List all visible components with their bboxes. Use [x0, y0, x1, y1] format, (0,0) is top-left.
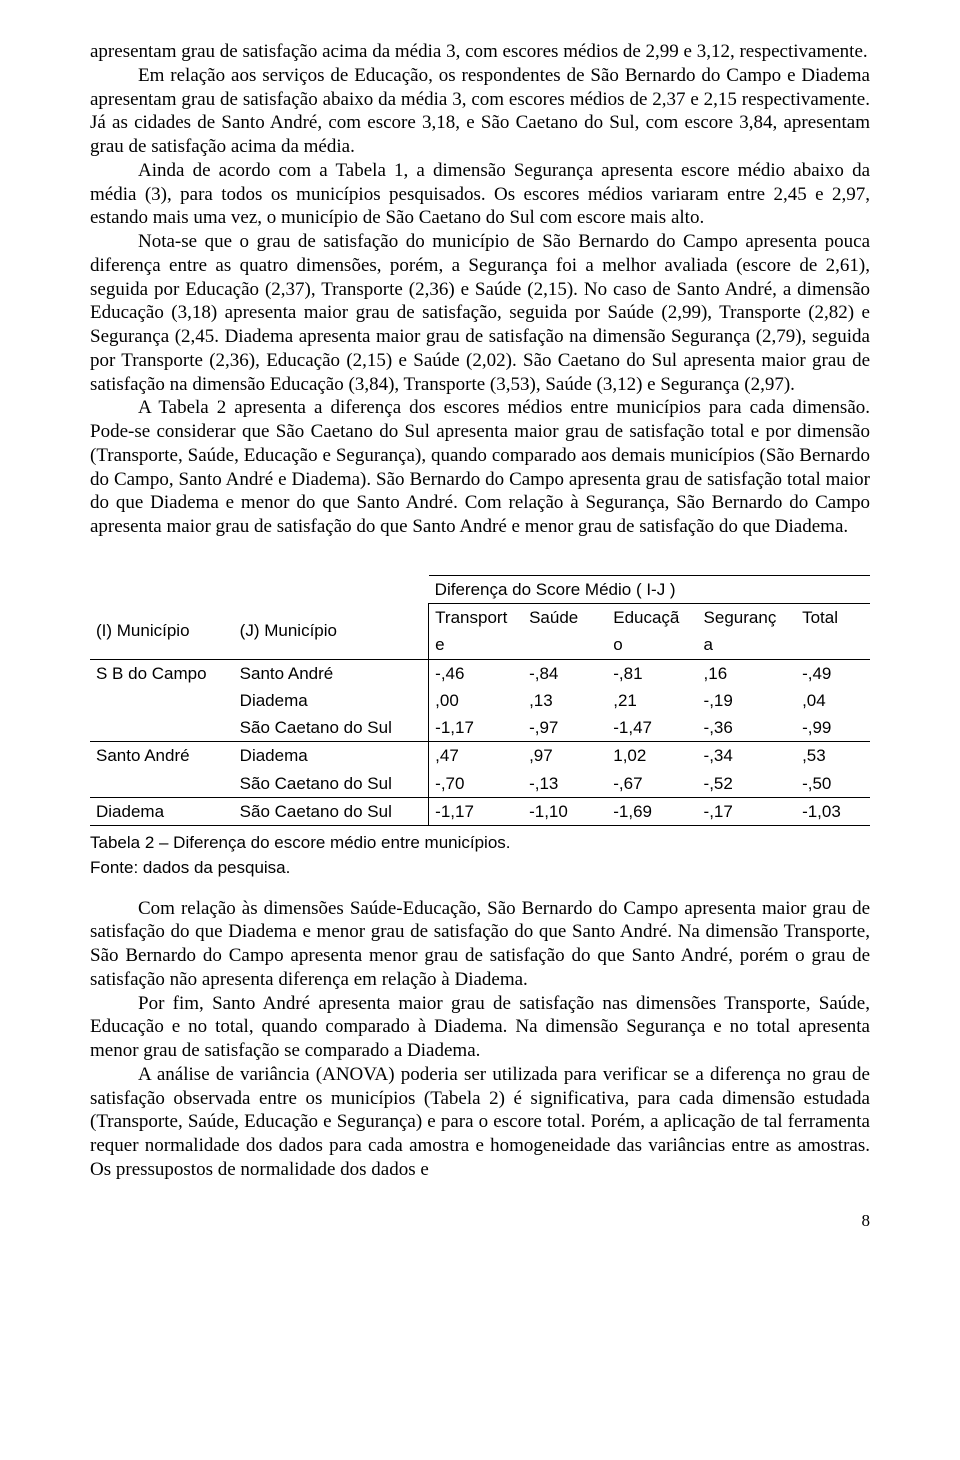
cell-value: -1,47: [607, 714, 697, 742]
cell-value: -,17: [698, 797, 797, 825]
cell-i: Diadema: [90, 797, 234, 825]
cell-value: ,21: [607, 687, 697, 714]
col-header-saude: Saúde: [523, 604, 607, 660]
cell-value: 1,02: [607, 742, 697, 770]
table-row: S B do Campo Santo André -,46 -,84 -,81 …: [90, 659, 870, 687]
cell-j: Diadema: [234, 687, 429, 714]
table-row: Diadema ,00 ,13 ,21 -,19 ,04: [90, 687, 870, 714]
cell-value: -,70: [429, 770, 523, 798]
cell-value: -,84: [523, 659, 607, 687]
cell-value: -,99: [796, 714, 870, 742]
table-row: São Caetano do Sul -,70 -,13 -,67 -,52 -…: [90, 770, 870, 798]
table-caption: Tabela 2 – Diferença do escore médio ent…: [90, 832, 870, 853]
paragraph-4: Nota-se que o grau de satisfação do muni…: [90, 230, 870, 396]
paragraph-5: A Tabela 2 apresenta a diferença dos esc…: [90, 396, 870, 539]
cell-value: -1,17: [429, 797, 523, 825]
paragraph-2: Em relação aos serviços de Educação, os …: [90, 64, 870, 159]
paragraph-6: Com relação às dimensões Saúde-Educação,…: [90, 897, 870, 992]
cell-i: Santo André: [90, 742, 234, 770]
cell-value: -,67: [607, 770, 697, 798]
page-number: 8: [90, 1210, 870, 1231]
table-row: São Caetano do Sul -1,17 -,97 -1,47 -,36…: [90, 714, 870, 742]
cell-value: ,97: [523, 742, 607, 770]
col-header-seguranca-2: a: [698, 631, 797, 659]
paragraph-1: apresentam grau de satisfação acima da m…: [90, 40, 870, 64]
paragraph-7: Por fim, Santo André apresenta maior gra…: [90, 992, 870, 1063]
col-header-transporte-1: Transport: [429, 604, 523, 632]
cell-value: ,16: [698, 659, 797, 687]
col-header-total: Total: [796, 604, 870, 660]
col-header-transporte-2: e: [429, 631, 523, 659]
cell-j: São Caetano do Sul: [234, 797, 429, 825]
cell-value: -,49: [796, 659, 870, 687]
cell-value: -,34: [698, 742, 797, 770]
cell-j: Diadema: [234, 742, 429, 770]
cell-value: -,52: [698, 770, 797, 798]
cell-i: S B do Campo: [90, 659, 234, 687]
cell-value: ,00: [429, 687, 523, 714]
cell-value: ,53: [796, 742, 870, 770]
cell-value: -1,69: [607, 797, 697, 825]
cell-value: -,97: [523, 714, 607, 742]
col-header-seguranca-1: Seguranç: [698, 604, 797, 632]
table-row: Santo André Diadema ,47 ,97 1,02 -,34 ,5…: [90, 742, 870, 770]
cell-i: [90, 687, 234, 714]
cell-value: -1,10: [523, 797, 607, 825]
cell-value: -1,03: [796, 797, 870, 825]
cell-value: -,50: [796, 770, 870, 798]
cell-j: São Caetano do Sul: [234, 714, 429, 742]
cell-j: São Caetano do Sul: [234, 770, 429, 798]
cell-value: -1,17: [429, 714, 523, 742]
cell-i: [90, 770, 234, 798]
col-header-i: (I) Município: [90, 604, 234, 660]
cell-value: -,81: [607, 659, 697, 687]
col-header-educacao-1: Educaçã: [607, 604, 697, 632]
cell-i: [90, 714, 234, 742]
cell-value: -,36: [698, 714, 797, 742]
col-header-j: (J) Município: [234, 604, 429, 660]
score-difference-table: Diferença do Score Médio ( I-J ) (I) Mun…: [90, 575, 870, 826]
cell-value: ,47: [429, 742, 523, 770]
paragraph-8: A análise de variância (ANOVA) poderia s…: [90, 1063, 870, 1182]
table-source: Fonte: dados da pesquisa.: [90, 857, 870, 878]
paragraph-3: Ainda de acordo com a Tabela 1, a dimens…: [90, 159, 870, 230]
table-super-header: Diferença do Score Médio ( I-J ): [429, 575, 870, 603]
table-row: Diadema São Caetano do Sul -1,17 -1,10 -…: [90, 797, 870, 825]
cell-value: -,13: [523, 770, 607, 798]
col-header-educacao-2: o: [607, 631, 697, 659]
cell-value: -,19: [698, 687, 797, 714]
cell-j: Santo André: [234, 659, 429, 687]
cell-value: ,13: [523, 687, 607, 714]
cell-value: ,04: [796, 687, 870, 714]
cell-value: -,46: [429, 659, 523, 687]
